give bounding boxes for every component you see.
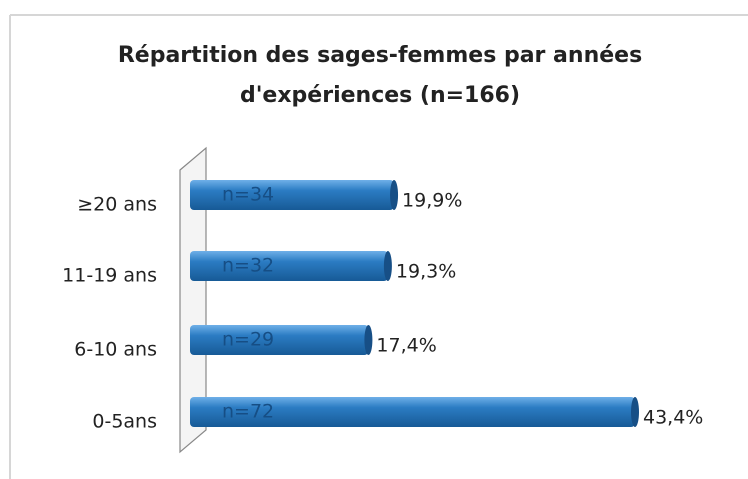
- value-label: 17,4%: [376, 335, 436, 357]
- count-label: n=34: [222, 184, 274, 206]
- bar-end: [383, 251, 392, 281]
- count-label: n=32: [222, 255, 274, 277]
- bar-end: [364, 325, 373, 355]
- value-label: 43,4%: [643, 407, 703, 429]
- bar: [190, 251, 388, 281]
- bar: [190, 180, 395, 210]
- bar-end: [631, 397, 639, 427]
- axis-wall: [179, 146, 207, 454]
- value-label: 19,3%: [396, 261, 456, 283]
- chart-title: d'expériences (n=166): [240, 83, 520, 108]
- y-tick-label: ≥20 ans: [77, 194, 157, 216]
- y-tick-label: 0-5ans: [92, 411, 157, 433]
- value-label: 19,9%: [402, 190, 462, 212]
- y-tick-label: 11-19 ans: [62, 265, 157, 287]
- count-label: n=29: [222, 329, 274, 351]
- chart-title: Répartition des sages-femmes par années: [118, 43, 642, 68]
- count-label: n=72: [222, 401, 274, 423]
- bar-end: [390, 180, 399, 210]
- y-tick-label: 6-10 ans: [74, 339, 157, 361]
- bar: [190, 397, 635, 427]
- bar: [190, 325, 369, 355]
